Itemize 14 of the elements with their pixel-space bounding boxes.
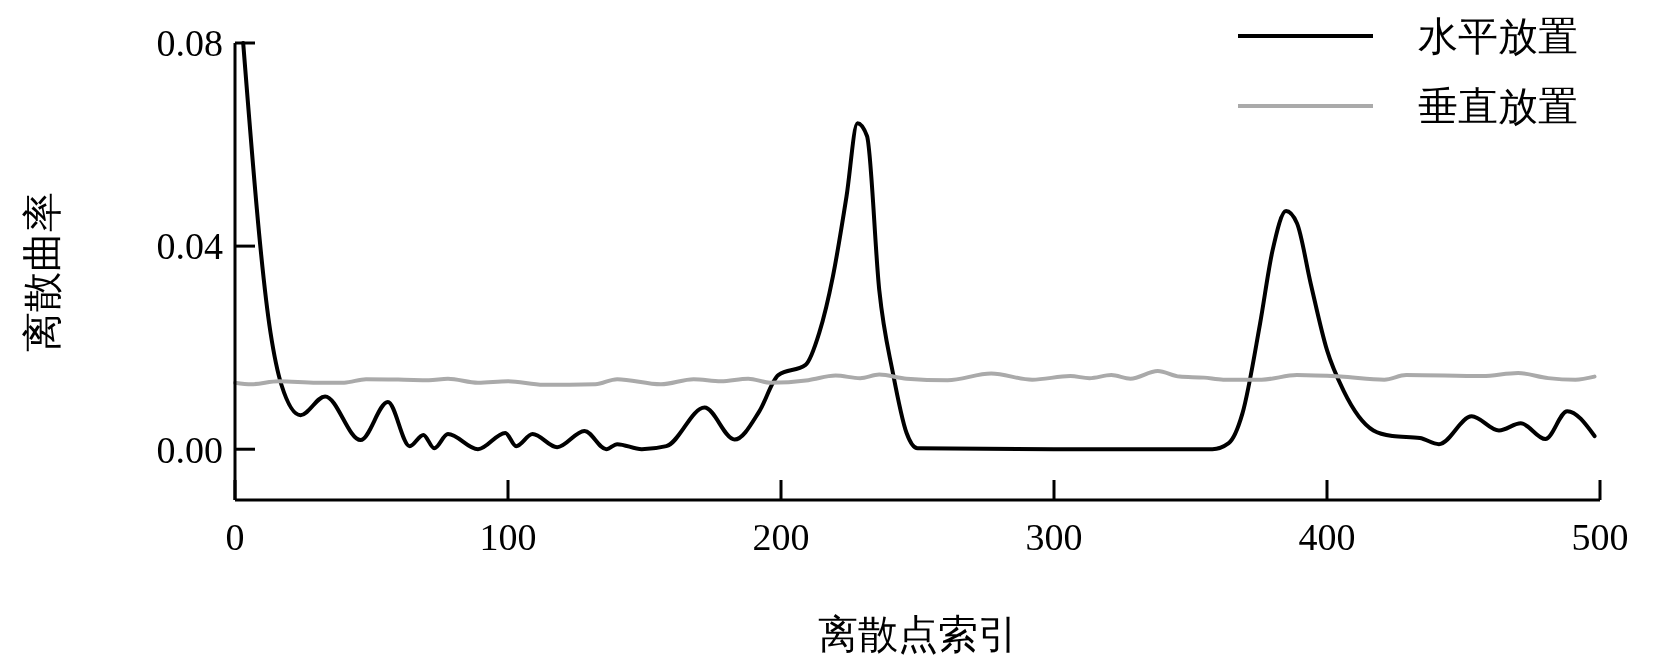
x-tick-label: 400 xyxy=(1298,516,1356,558)
x-tick-label: 500 xyxy=(1571,516,1629,558)
x-tick-label: 0 xyxy=(225,516,245,558)
x-tick-label: 100 xyxy=(479,516,537,558)
y-tick-label: 0.08 xyxy=(156,22,223,65)
x-tick-label: 300 xyxy=(1025,516,1083,558)
y-tick-label: 0.00 xyxy=(156,428,223,471)
x-axis-title: 离散点索引 xyxy=(817,612,1018,657)
legend-label: 垂直放置 xyxy=(1418,84,1578,129)
y-axis-title: 离散曲率 xyxy=(20,191,65,352)
y-tick-label: 0.04 xyxy=(156,225,223,268)
x-tick-label: 200 xyxy=(752,516,810,558)
line-series xyxy=(233,369,1597,387)
legend-label: 水平放置 xyxy=(1418,14,1578,59)
